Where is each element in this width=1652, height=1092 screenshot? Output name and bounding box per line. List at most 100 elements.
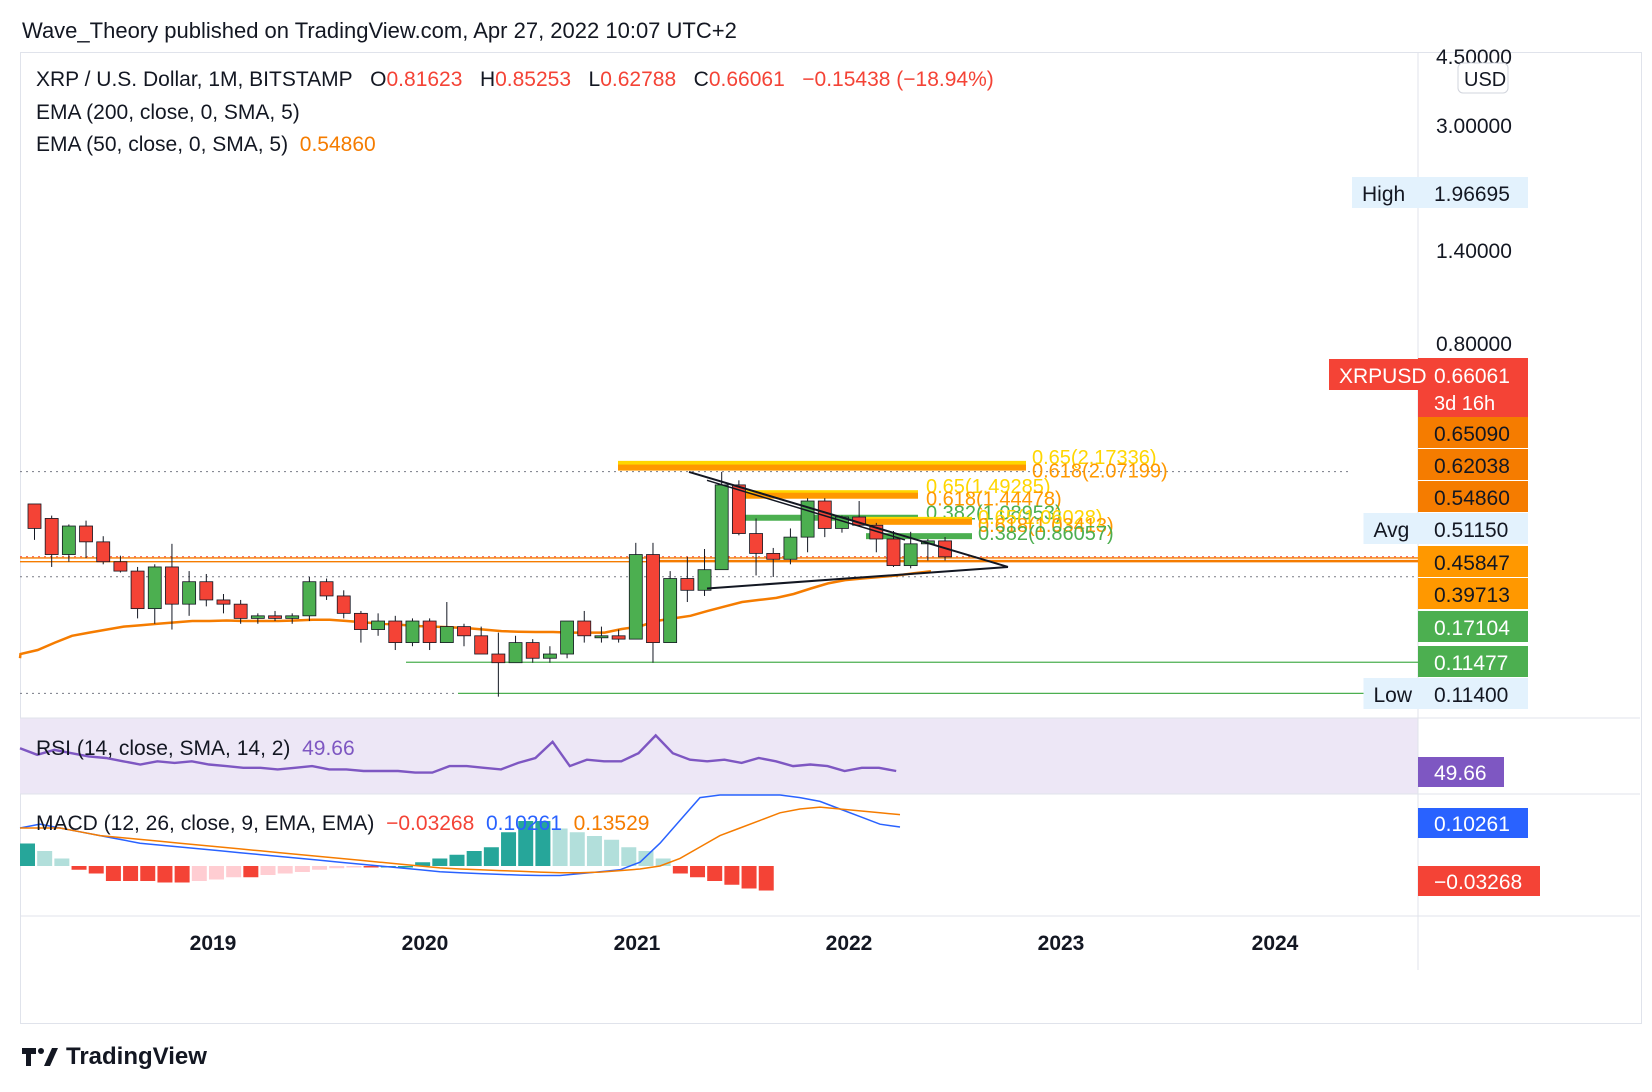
candle-body-38 [680,578,695,591]
candle-15 [285,613,300,624]
legend-l-value: 0.62788 [600,68,677,91]
x-tick-5: 2024 [1252,932,1299,955]
candle-body-6 [130,570,145,610]
price-tag-sub-1: 3d 16h [1434,393,1495,415]
price-tag-value-7: 0.39713 [1434,584,1510,607]
price-tag-name-bg-0 [1352,177,1418,208]
legend-change: −0.15438 (−18.94%) [802,68,994,91]
candle-35 [628,542,643,640]
candle-36 [646,542,660,663]
candle-46 [817,498,832,538]
macd-hist-bar-33 [586,836,602,866]
x-tick-1: 2020 [402,932,449,955]
price-tag-value-5: 0.51150 [1434,519,1508,542]
candle-13 [250,613,265,624]
candle-2 [61,524,76,562]
macd-hist-bar-26 [466,851,482,866]
legend-h-label: H [479,68,496,91]
candle-body-1 [44,518,59,555]
fib-label-5: 0.65(1.06028) [978,507,1103,529]
candle-body-42 [749,533,763,554]
candle-25 [457,623,471,647]
legend-ema50-value: 0.54860 [299,133,376,156]
y-tick-2: 1.40000 [1436,240,1512,263]
candle-27 [491,632,506,697]
macd-hist-bar-2 [54,858,70,866]
price-tag-name-bg-5 [1363,513,1418,544]
price-tag-value-0: 1.96695 [1434,183,1510,206]
candle-body-0 [27,503,42,529]
legend-rsi: RSI (14, close, SMA, 14, 2) 49.66 [36,737,355,761]
macd-hist-bar-10 [191,866,207,881]
candle-body-30 [543,653,557,659]
candle-16 [302,576,317,622]
candle-0 [27,503,42,540]
x-tick-0: 2019 [190,932,237,955]
price-tag-bg-2 [1418,417,1528,448]
triangle-inner-line [706,479,906,541]
candle-body-32 [577,620,592,637]
legend-rsi-value: 49.66 [302,737,355,760]
candle-body-3 [79,525,93,543]
price-tag-name-0: High [1362,183,1405,206]
candle-body-33 [594,635,609,639]
price-tag-value-4: 0.54860 [1434,487,1510,510]
price-tag-value-1: 0.66061 [1434,365,1510,388]
legend-c-label: C [693,68,709,91]
time-axis: 2019 2020 2021 2022 2023 2024 [190,932,1299,955]
macd-hist-bar-31 [552,828,568,866]
macd-hist-bar-13 [243,866,259,878]
candle-body-43 [766,552,781,560]
candle-33 [594,626,609,643]
candle-body-15 [285,615,300,619]
price-tag-bg-9 [1418,646,1528,677]
macd-hist-bar-36 [638,851,654,866]
candle-23 [422,618,437,651]
candle-body-9 [182,581,197,605]
candle-body-20 [371,620,386,630]
fib-label-1: 0.618(2.07199) [1032,461,1168,483]
legend-rsi-label: RSI (14, close, SMA, 14, 2) [36,737,291,760]
price-tag-bg-0 [1418,177,1528,208]
triangle-upper-line [688,470,1009,568]
candle-4 [96,536,111,565]
price-tag-value-6: 0.45847 [1434,552,1510,575]
x-tick-4: 2023 [1038,932,1085,955]
candle-body-5 [113,561,128,572]
price-tag-bg-10 [1418,678,1528,709]
candle-5 [113,555,128,573]
candle-6 [130,566,145,619]
fib-bar-3 [742,492,918,499]
macd-hist-bar-1 [37,851,53,866]
candle-body-44 [783,536,798,560]
legend-ema50-label: EMA (50, close, 0, SMA, 5) [36,133,289,156]
candle-28 [508,635,523,664]
footer[interactable]: TradingView [22,1043,207,1071]
chart-frame [20,52,1642,1024]
macd-tag-bg [1418,808,1528,838]
candle-body-21 [388,620,403,643]
candle-body-26 [474,635,489,655]
legend-h-value: 0.85253 [495,68,572,91]
x-tick-2: 2021 [614,932,661,955]
candle-3 [79,520,93,559]
legend-c-value: 0.66061 [708,68,785,91]
macd-hist-bar-27 [483,847,499,866]
candle-body-18 [336,595,351,614]
candle-body-17 [319,581,334,597]
macd-hist-bar-23 [415,862,431,866]
macd-hist-bar-6 [123,866,139,881]
candle-body-14 [268,615,282,619]
macd-hist-bar-30 [535,821,551,866]
candle-body-50 [886,538,901,567]
price-tag-value-2: 0.65090 [1434,423,1510,446]
macd-hist-bar-43 [758,866,774,891]
candle-17 [319,578,334,600]
rsi-layer [19,733,897,774]
legend-ema50: EMA (50, close, 0, SMA, 5) 0.54860 [36,133,376,157]
candle-body-16 [302,581,317,617]
candle-22 [405,618,420,647]
price-tag-name-1: XRPUSD [1339,365,1427,388]
fib-label-2: 0.65(1.49285) [926,476,1051,498]
